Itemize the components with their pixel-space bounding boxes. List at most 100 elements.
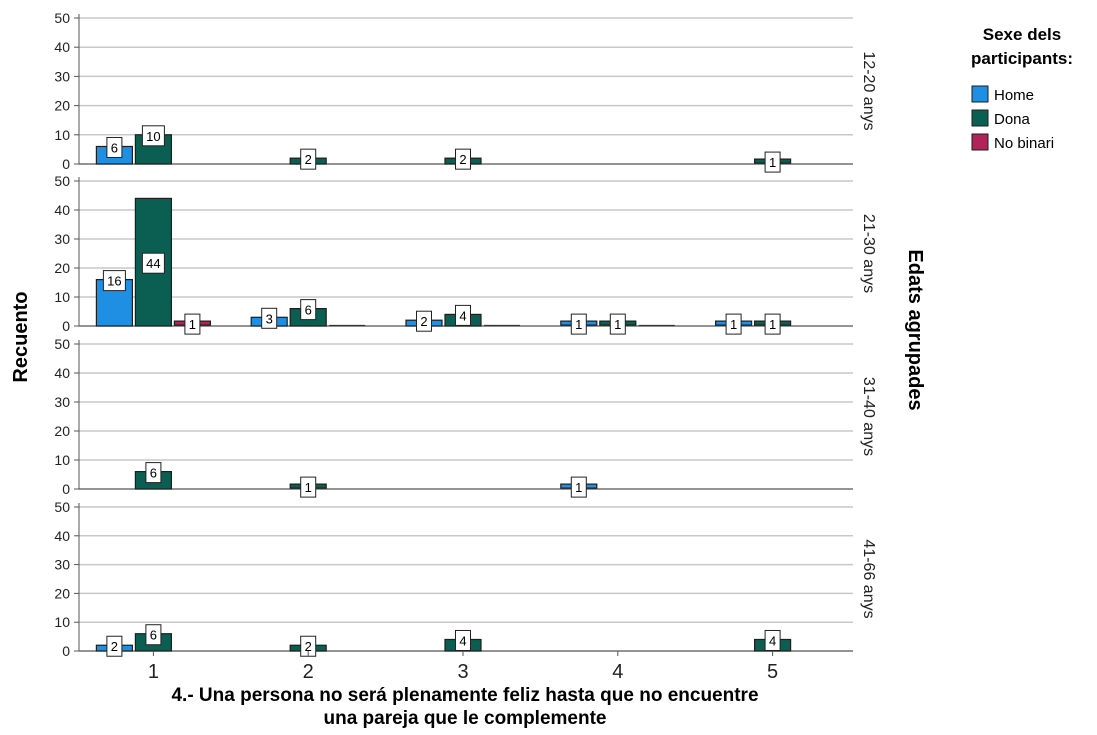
data-label-text: 16 — [107, 274, 121, 289]
data-label-text: 1 — [305, 480, 312, 495]
data-label-text: 1 — [614, 317, 621, 332]
legend-item-no-binari: No binari — [971, 133, 1054, 152]
data-label-box — [300, 476, 317, 498]
data-label-text: 2 — [305, 152, 312, 167]
x-axis: 1 2 3 4 5 — [148, 651, 778, 683]
data-label: 4 — [455, 304, 471, 326]
data-label-text: 6 — [305, 303, 312, 318]
data-label-box — [300, 148, 317, 170]
x-tick-label: 1 — [148, 661, 159, 683]
data-label: 6 — [106, 136, 123, 158]
y-tick-label: 30 — [54, 394, 70, 410]
x-tick-label: 4 — [612, 661, 623, 683]
y-tick-label: 10 — [54, 127, 70, 143]
y-axis-title: Recuento — [10, 291, 32, 382]
data-label-text: 6 — [150, 466, 157, 481]
data-label-box — [416, 310, 432, 332]
data-label-box — [145, 462, 162, 484]
panel-21-30-anys: 0 10 20 30 40 50 16 3 2 1 1 44 6 4 1 1 1 21-30 anys — [54, 173, 877, 335]
data-label-box — [300, 299, 317, 321]
y-tick-label: 20 — [54, 585, 70, 601]
x-tick-label: 2 — [303, 661, 314, 683]
panel-31-40-anys: 0 10 20 30 40 50 1 6 1 31-40 anys — [54, 336, 877, 498]
panel-12-20-anys: 0 10 20 30 40 50 6 10 2 2 1 12-20 anys — [54, 10, 877, 173]
data-label-text: 1 — [575, 317, 582, 332]
y-tick-label: 50 — [54, 10, 70, 26]
data-label-box — [725, 313, 742, 335]
data-label-box — [106, 635, 123, 657]
legend: Sexe dels participants: Home Dona No binar… — [971, 25, 1073, 152]
panel-label: 41-66 anys — [860, 539, 877, 618]
data-label-text: 1 — [189, 317, 196, 332]
data-label-text: 44 — [146, 256, 160, 271]
data-label: 2 — [300, 148, 317, 170]
x-axis-title-line-1: 4.- Una persona no será plenamente feliz… — [171, 685, 758, 706]
y-tick-label: 50 — [54, 499, 70, 515]
legend-swatch — [971, 85, 989, 103]
legend-swatch — [971, 109, 989, 127]
data-label-box — [145, 624, 162, 646]
data-label: 1 — [764, 151, 781, 173]
data-label-box — [764, 151, 781, 173]
data-label: 3 — [261, 307, 278, 329]
panel-label: 31-40 anys — [860, 377, 877, 456]
data-label-box — [570, 476, 587, 498]
y-tick-label: 30 — [54, 68, 70, 84]
data-label-text: 2 — [305, 639, 312, 654]
data-label: 2 — [455, 148, 471, 170]
data-label-box — [141, 252, 165, 274]
legend-item-dona: Dona — [971, 109, 1031, 128]
data-label: 2 — [300, 635, 317, 657]
data-label-text: 4 — [459, 633, 466, 648]
data-label: 2 — [416, 310, 432, 332]
data-label-box — [300, 635, 317, 657]
bar-dona — [134, 134, 172, 165]
y-tick-label: 0 — [62, 156, 70, 172]
bar-dona — [134, 197, 172, 327]
data-label: 1 — [184, 313, 201, 335]
data-label-text: 1 — [730, 317, 737, 332]
data-label-box — [141, 125, 165, 147]
data-label-box — [184, 313, 201, 335]
x-axis-title-line-2: una pareja que le complemente — [324, 708, 607, 729]
data-label-text: 2 — [111, 639, 118, 654]
data-label-text: 4 — [459, 308, 466, 323]
data-label: 1 — [725, 313, 742, 335]
data-label: 1 — [570, 313, 587, 335]
data-label: 6 — [145, 624, 162, 646]
data-label-text: 4 — [769, 633, 776, 648]
data-label-box — [764, 629, 781, 651]
y-tick-label: 40 — [54, 39, 70, 55]
data-label-box — [102, 270, 126, 292]
data-label-box — [455, 304, 471, 326]
y-tick-label: 0 — [62, 643, 70, 659]
data-label: 44 — [141, 252, 165, 274]
y-tick-label: 30 — [54, 231, 70, 247]
data-label: 4 — [455, 629, 471, 651]
data-label: 6 — [300, 299, 317, 321]
data-label-box — [570, 313, 587, 335]
y-tick-label: 10 — [54, 614, 70, 630]
panel-axis-title: Edats agrupades — [904, 249, 926, 410]
data-label: 6 — [145, 462, 162, 484]
legend-label: No binari — [994, 135, 1054, 152]
data-label-text: 10 — [146, 129, 160, 144]
x-tick-label: 3 — [457, 661, 468, 683]
y-tick-label: 50 — [54, 173, 70, 189]
y-tick-label: 0 — [62, 481, 70, 497]
data-label-box — [455, 629, 471, 651]
y-tick-label: 40 — [54, 365, 70, 381]
data-label-text: 3 — [266, 311, 273, 326]
data-label-box — [261, 307, 278, 329]
legend-swatch — [971, 133, 989, 151]
legend-label: Dona — [994, 111, 1031, 128]
legend-title-line-1: Sexe dels — [983, 25, 1061, 44]
panel-label: 21-30 anys — [860, 214, 877, 293]
data-label: 2 — [106, 635, 123, 657]
y-tick-label: 20 — [54, 423, 70, 439]
data-label: 1 — [609, 313, 626, 335]
y-tick-label: 20 — [54, 260, 70, 276]
y-tick-label: 20 — [54, 98, 70, 114]
